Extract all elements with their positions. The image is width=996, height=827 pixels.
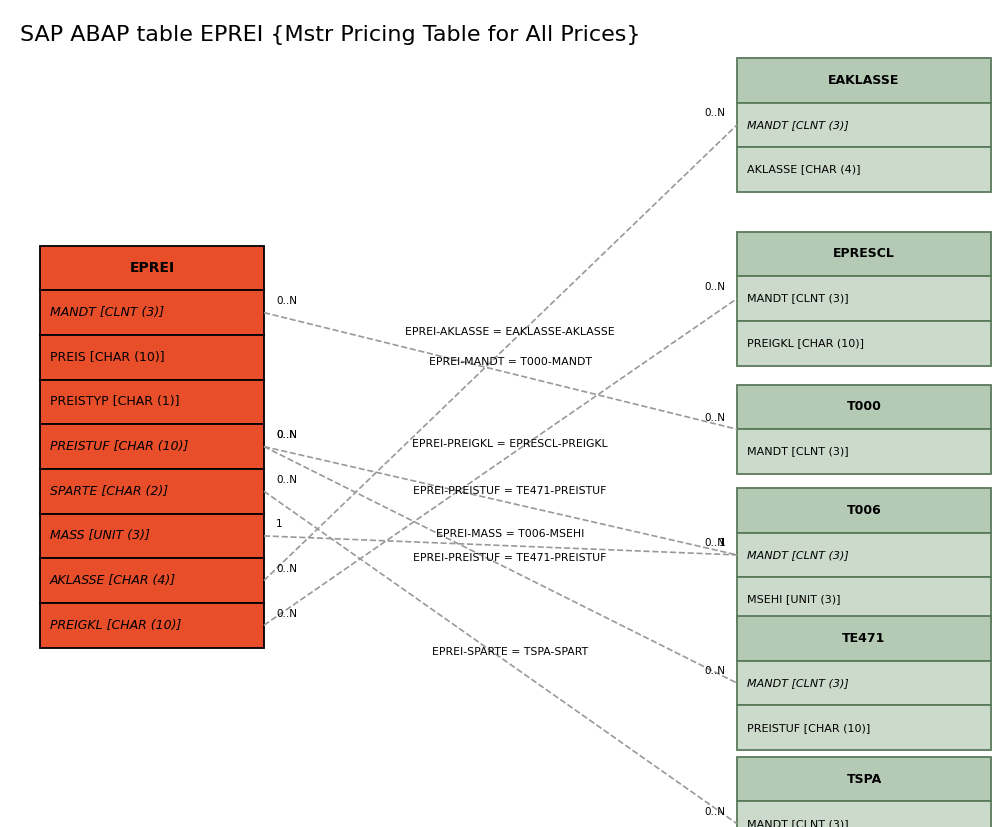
Text: 0..N: 0..N	[276, 564, 297, 574]
Text: PREIS [CHAR (10)]: PREIS [CHAR (10)]	[50, 351, 164, 364]
Bar	[737, 616, 991, 661]
Bar	[737, 232, 991, 276]
Text: EPREI-PREISTUF = TE471-PREISTUF: EPREI-PREISTUF = TE471-PREISTUF	[413, 486, 607, 496]
Text: EPREI-SPARTE = TSPA-SPART: EPREI-SPARTE = TSPA-SPART	[432, 648, 588, 657]
Bar	[737, 321, 991, 366]
Bar	[40, 335, 264, 380]
Text: EPRESCL: EPRESCL	[833, 247, 895, 261]
Bar	[40, 424, 264, 469]
Text: PREISTYP [CHAR (1)]: PREISTYP [CHAR (1)]	[50, 395, 179, 409]
Bar	[737, 661, 991, 705]
Bar	[737, 429, 991, 474]
Text: MANDT [CLNT (3)]: MANDT [CLNT (3)]	[747, 120, 849, 130]
Text: AKLASSE [CHAR (4)]: AKLASSE [CHAR (4)]	[747, 165, 861, 174]
Bar	[40, 469, 264, 514]
Bar	[40, 603, 264, 648]
Text: MANDT [CLNT (3)]: MANDT [CLNT (3)]	[747, 550, 849, 560]
Text: EPREI-PREIGKL = EPRESCL-PREIGKL: EPREI-PREIGKL = EPRESCL-PREIGKL	[412, 439, 608, 449]
Bar	[737, 533, 991, 577]
Bar	[737, 705, 991, 750]
Text: 1: 1	[276, 519, 283, 529]
Text: 0..N: 0..N	[276, 296, 297, 306]
Text: TE471: TE471	[843, 632, 885, 645]
Bar	[737, 757, 991, 801]
Text: 0..N: 0..N	[276, 475, 297, 485]
Bar	[737, 103, 991, 147]
Bar	[737, 58, 991, 103]
Text: 0..N: 0..N	[704, 282, 725, 292]
Bar	[40, 246, 264, 290]
Bar	[737, 385, 991, 429]
Bar	[40, 558, 264, 603]
Text: 0..N: 0..N	[704, 413, 725, 423]
Text: SPARTE [CHAR (2)]: SPARTE [CHAR (2)]	[50, 485, 168, 498]
Bar	[40, 290, 264, 335]
Text: T000: T000	[847, 400, 881, 414]
Text: 0..N: 0..N	[276, 430, 297, 440]
Text: 0..N: 0..N	[704, 108, 725, 118]
Text: MANDT [CLNT (3)]: MANDT [CLNT (3)]	[747, 294, 849, 304]
Text: PREISTUF [CHAR (10)]: PREISTUF [CHAR (10)]	[50, 440, 188, 453]
Text: AKLASSE [CHAR (4)]: AKLASSE [CHAR (4)]	[50, 574, 176, 587]
Text: 0..N: 0..N	[704, 807, 725, 817]
Text: 0..N: 0..N	[276, 430, 297, 440]
Bar	[40, 514, 264, 558]
Text: MANDT [CLNT (3)]: MANDT [CLNT (3)]	[747, 447, 849, 457]
Text: MASS [UNIT (3)]: MASS [UNIT (3)]	[50, 529, 149, 543]
Bar	[737, 577, 991, 622]
Text: EAKLASSE: EAKLASSE	[829, 74, 899, 87]
Bar	[40, 380, 264, 424]
Text: PREIGKL [CHAR (10)]: PREIGKL [CHAR (10)]	[747, 338, 864, 348]
Text: EPREI-PREISTUF = TE471-PREISTUF: EPREI-PREISTUF = TE471-PREISTUF	[413, 553, 607, 563]
Text: EPREI: EPREI	[129, 261, 174, 275]
Text: EPREI-MANDT = T000-MANDT: EPREI-MANDT = T000-MANDT	[428, 356, 592, 366]
Text: EPREI-MASS = T006-MSEHI: EPREI-MASS = T006-MSEHI	[436, 529, 584, 539]
Text: PREIGKL [CHAR (10)]: PREIGKL [CHAR (10)]	[50, 619, 181, 632]
Text: 1: 1	[718, 538, 725, 548]
Text: 0..N: 0..N	[704, 538, 725, 548]
Text: MANDT [CLNT (3)]: MANDT [CLNT (3)]	[50, 306, 164, 319]
Text: MANDT [CLNT (3)]: MANDT [CLNT (3)]	[747, 678, 849, 688]
Bar	[737, 276, 991, 321]
Bar	[737, 488, 991, 533]
Text: EPREI-AKLASSE = EAKLASSE-AKLASSE: EPREI-AKLASSE = EAKLASSE-AKLASSE	[405, 327, 615, 337]
Text: T006: T006	[847, 504, 881, 517]
Text: 0..N: 0..N	[276, 609, 297, 619]
Bar	[737, 801, 991, 827]
Text: TSPA: TSPA	[847, 772, 881, 786]
Text: PREISTUF [CHAR (10)]: PREISTUF [CHAR (10)]	[747, 723, 871, 733]
Text: SAP ABAP table EPREI {Mstr Pricing Table for All Prices}: SAP ABAP table EPREI {Mstr Pricing Table…	[20, 25, 640, 45]
Text: 0..N: 0..N	[704, 667, 725, 676]
Text: MSEHI [UNIT (3)]: MSEHI [UNIT (3)]	[747, 595, 841, 605]
Text: MANDT [CLNT (3)]: MANDT [CLNT (3)]	[747, 819, 849, 827]
Bar	[737, 147, 991, 192]
